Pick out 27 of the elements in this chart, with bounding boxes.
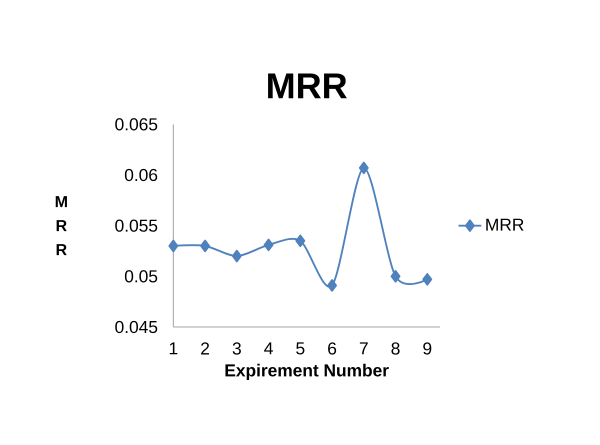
x-tick-label: 6	[328, 342, 336, 355]
y-tick-label: 0.045	[115, 320, 158, 334]
x-tick-label: 4	[264, 342, 273, 354]
point	[264, 238, 274, 252]
x-tick-label: 3	[232, 342, 241, 355]
legend-label: MRR	[486, 218, 524, 231]
x-tick-label: 7	[360, 342, 368, 354]
y-tick-label: 0.06	[124, 168, 158, 182]
chart-title: MRR	[268, 74, 347, 98]
point	[390, 270, 400, 283]
point	[358, 162, 369, 174]
x-tick-label: 9	[423, 342, 432, 355]
point	[232, 250, 242, 262]
x-tick-label: 1	[170, 342, 178, 354]
point	[200, 240, 210, 252]
y-tick-label: 0.065	[115, 118, 158, 130]
point	[168, 240, 178, 252]
x-tick-label: 8	[391, 342, 400, 355]
x-axis-title: Expirement Number	[225, 364, 389, 380]
point	[422, 273, 432, 286]
x-tick-label: 5	[296, 342, 304, 354]
y-tick-label: 0.055	[115, 220, 158, 232]
point	[295, 234, 306, 248]
y-tick-label: 0.05	[124, 270, 158, 282]
y-axis-title: M R R	[56, 196, 67, 256]
point	[327, 279, 337, 292]
x-tick-label: 2	[201, 342, 210, 354]
